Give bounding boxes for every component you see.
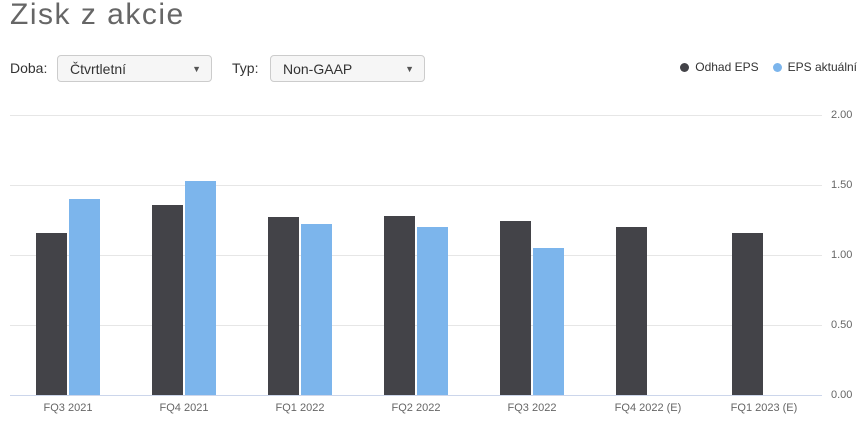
- type-label: Typ:: [232, 60, 259, 76]
- gridline: [10, 325, 822, 326]
- actual-dot-icon: [772, 62, 782, 72]
- bar-estimate[interactable]: [500, 221, 531, 395]
- x-axis-label: FQ1 2022: [275, 402, 325, 414]
- chevron-down-icon: ▼: [405, 64, 414, 74]
- estimate-dot-icon: [680, 62, 690, 72]
- y-axis-label: 0.00: [831, 389, 853, 401]
- gridline: [10, 255, 822, 256]
- gridline: [10, 185, 822, 186]
- plot-area: [10, 115, 822, 396]
- page-title: Zisk z akcie: [10, 0, 185, 31]
- period-select-value: Čtvrtletní: [70, 61, 127, 77]
- bar-estimate[interactable]: [384, 216, 415, 395]
- legend-item-estimate[interactable]: Odhad EPS: [680, 60, 759, 74]
- chevron-down-icon: ▼: [192, 64, 201, 74]
- x-axis-label: FQ1 2023 (E): [730, 402, 798, 414]
- legend-label: EPS aktuální: [787, 60, 857, 74]
- y-axis-label: 2.00: [831, 109, 853, 121]
- y-axis-label: 1.00: [831, 249, 853, 261]
- legend-item-actual[interactable]: EPS aktuální: [772, 60, 857, 74]
- bar-actual[interactable]: [417, 227, 448, 395]
- type-select-value: Non-GAAP: [283, 61, 353, 77]
- bar-estimate[interactable]: [36, 233, 67, 395]
- bar-estimate[interactable]: [152, 205, 183, 395]
- bar-actual[interactable]: [69, 199, 100, 395]
- bar-actual[interactable]: [533, 248, 564, 395]
- x-axis-label: FQ3 2021: [43, 402, 93, 414]
- bar-estimate[interactable]: [616, 227, 647, 395]
- x-axis-label: FQ2 2022: [391, 402, 441, 414]
- gridline: [10, 115, 822, 116]
- x-axis-labels: FQ3 2021 FQ4 2021 FQ1 2022 FQ2 2022 FQ3 2022…: [10, 402, 822, 418]
- y-axis-label: 0.50: [831, 319, 853, 331]
- bar-actual[interactable]: [185, 181, 216, 395]
- chart-legend: Odhad EPS EPS aktuální: [680, 60, 857, 74]
- legend-label: Odhad EPS: [695, 60, 759, 74]
- y-axis-label: 1.50: [831, 179, 853, 191]
- x-axis-label: FQ4 2021: [159, 402, 209, 414]
- period-label: Doba:: [10, 60, 48, 76]
- type-select[interactable]: Non-GAAP ▼: [270, 55, 425, 82]
- y-axis-labels: 2.00 1.50 1.00 0.50 0.00: [831, 109, 859, 401]
- period-select[interactable]: Čtvrtletní ▼: [57, 55, 212, 82]
- bar-estimate[interactable]: [732, 233, 763, 395]
- x-axis-label: FQ3 2022: [507, 402, 557, 414]
- x-axis-label: FQ4 2022 (E): [614, 402, 682, 414]
- bar-actual[interactable]: [301, 224, 332, 395]
- bar-estimate[interactable]: [268, 217, 299, 395]
